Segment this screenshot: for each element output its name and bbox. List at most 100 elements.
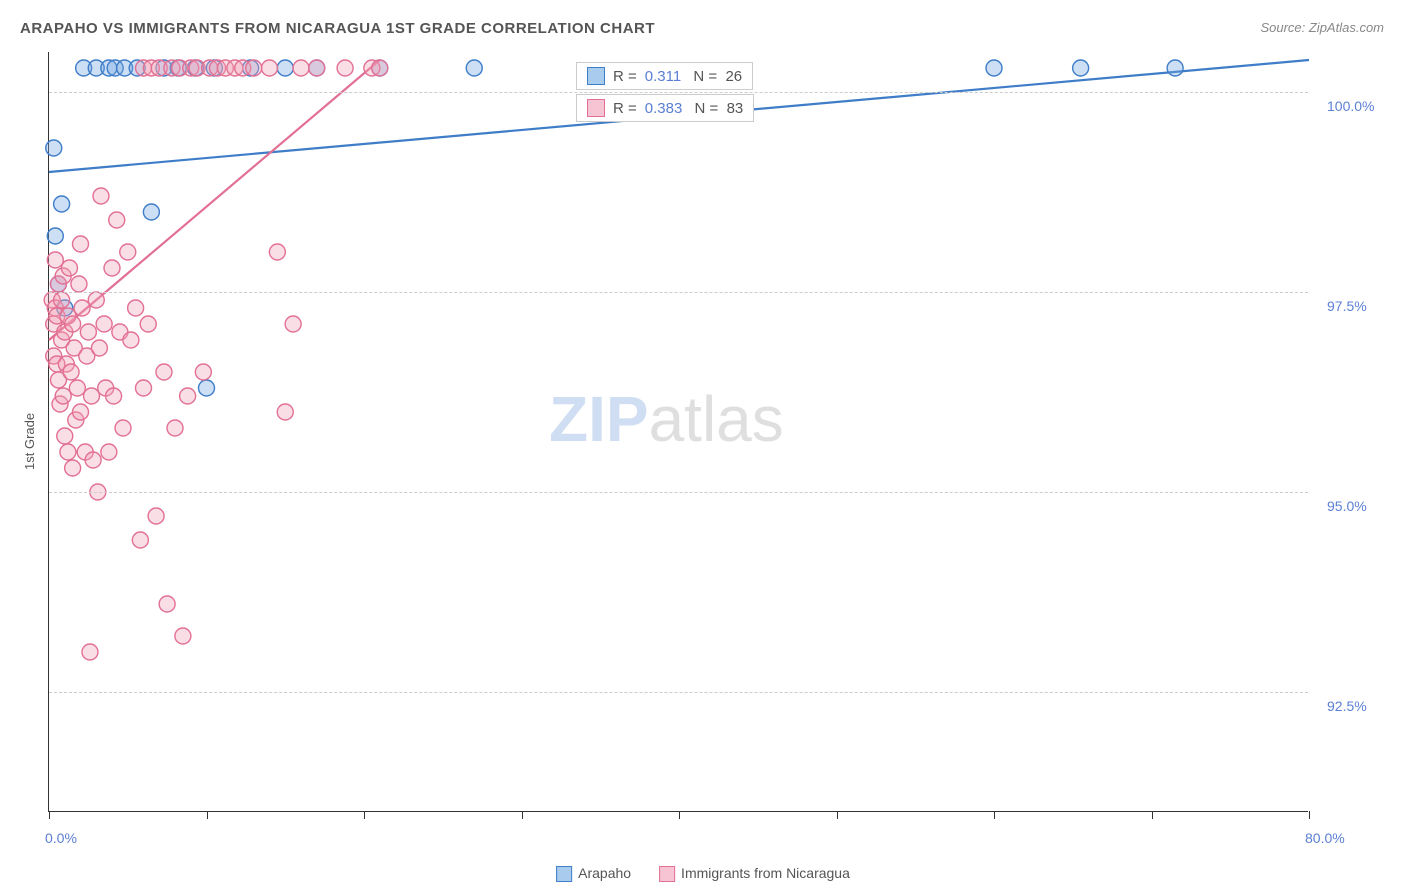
y-tick-label: 100.0% (1327, 98, 1374, 114)
data-point (65, 316, 81, 332)
data-point (156, 364, 172, 380)
data-point (61, 260, 77, 276)
data-point (132, 532, 148, 548)
data-point (82, 644, 98, 660)
data-point (47, 252, 63, 268)
legend-bottom: Arapaho Immigrants from Nicaragua (556, 865, 850, 882)
data-point (1073, 60, 1089, 76)
data-point (73, 404, 89, 420)
data-point (115, 420, 131, 436)
data-point (309, 60, 325, 76)
data-point (91, 340, 107, 356)
data-point (60, 444, 76, 460)
data-point (466, 60, 482, 76)
data-point (195, 364, 211, 380)
legend-item-1: Immigrants from Nicaragua (659, 865, 850, 882)
data-point (80, 324, 96, 340)
data-point (285, 316, 301, 332)
stat-swatch-0 (587, 67, 605, 85)
data-point (88, 292, 104, 308)
data-point (46, 140, 62, 156)
data-point (84, 388, 100, 404)
data-point (293, 60, 309, 76)
data-point (262, 60, 278, 76)
gridline-h (49, 492, 1308, 493)
stat-r-value-0: 0.311 (645, 68, 681, 85)
data-point (277, 60, 293, 76)
x-tick (1309, 811, 1310, 819)
data-point (246, 60, 262, 76)
x-tick (679, 811, 680, 819)
data-point (54, 196, 70, 212)
stat-r-label-0: R = (613, 68, 637, 85)
data-point (96, 316, 112, 332)
stat-box-series-1: R = 0.383 N = 83 (576, 94, 754, 122)
gridline-h (49, 692, 1308, 693)
data-point (372, 60, 388, 76)
legend-swatch-0 (556, 866, 572, 882)
data-point (101, 444, 117, 460)
data-point (180, 388, 196, 404)
data-point (269, 244, 285, 260)
data-point (277, 404, 293, 420)
y-axis-label: 1st Grade (22, 413, 37, 470)
data-point (1167, 60, 1183, 76)
data-point (986, 60, 1002, 76)
x-tick (364, 811, 365, 819)
data-point (65, 460, 81, 476)
data-point (85, 452, 101, 468)
stat-swatch-1 (587, 99, 605, 117)
x-tick (837, 811, 838, 819)
data-point (337, 60, 353, 76)
gridline-h (49, 92, 1308, 93)
x-tick (49, 811, 50, 819)
data-point (69, 380, 85, 396)
y-tick-label: 95.0% (1327, 498, 1367, 514)
data-point (148, 508, 164, 524)
y-tick-label: 97.5% (1327, 298, 1367, 314)
data-point (54, 292, 70, 308)
x-tick-label: 80.0% (1305, 830, 1345, 846)
data-point (93, 188, 109, 204)
data-point (63, 364, 79, 380)
x-tick-label: 0.0% (45, 830, 77, 846)
data-point (104, 260, 120, 276)
stat-n-1: N = 83 (690, 100, 743, 117)
data-point (175, 628, 191, 644)
data-point (57, 428, 73, 444)
data-point (136, 380, 152, 396)
data-point (74, 300, 90, 316)
stat-r-value-1: 0.383 (645, 100, 683, 117)
data-point (143, 204, 159, 220)
data-point (167, 420, 183, 436)
data-point (140, 316, 156, 332)
chart-title: ARAPAHO VS IMMIGRANTS FROM NICARAGUA 1ST… (20, 20, 655, 37)
data-point (120, 244, 136, 260)
data-point (55, 388, 71, 404)
data-point (199, 380, 215, 396)
legend-label-1: Immigrants from Nicaragua (681, 865, 850, 881)
data-point (159, 596, 175, 612)
y-tick-label: 92.5% (1327, 698, 1367, 714)
data-point (106, 388, 122, 404)
data-point (123, 332, 139, 348)
x-tick (207, 811, 208, 819)
data-point (47, 228, 63, 244)
legend-swatch-1 (659, 866, 675, 882)
data-point (73, 236, 89, 252)
stat-r-label-1: R = (613, 100, 637, 117)
legend-label-0: Arapaho (578, 865, 631, 881)
data-point (71, 276, 87, 292)
data-point (128, 300, 144, 316)
source-attribution: Source: ZipAtlas.com (1260, 20, 1384, 35)
stat-n-0: N = 26 (689, 68, 742, 85)
plot-area: ZIPatlas R = 0.311 N = 26 R = 0.383 N = … (48, 52, 1308, 812)
x-tick (522, 811, 523, 819)
stat-box-series-0: R = 0.311 N = 26 (576, 62, 753, 90)
data-point (109, 212, 125, 228)
x-tick (994, 811, 995, 819)
scatter-plot-svg (49, 52, 1308, 811)
gridline-h (49, 292, 1308, 293)
x-tick (1152, 811, 1153, 819)
legend-item-0: Arapaho (556, 865, 631, 882)
